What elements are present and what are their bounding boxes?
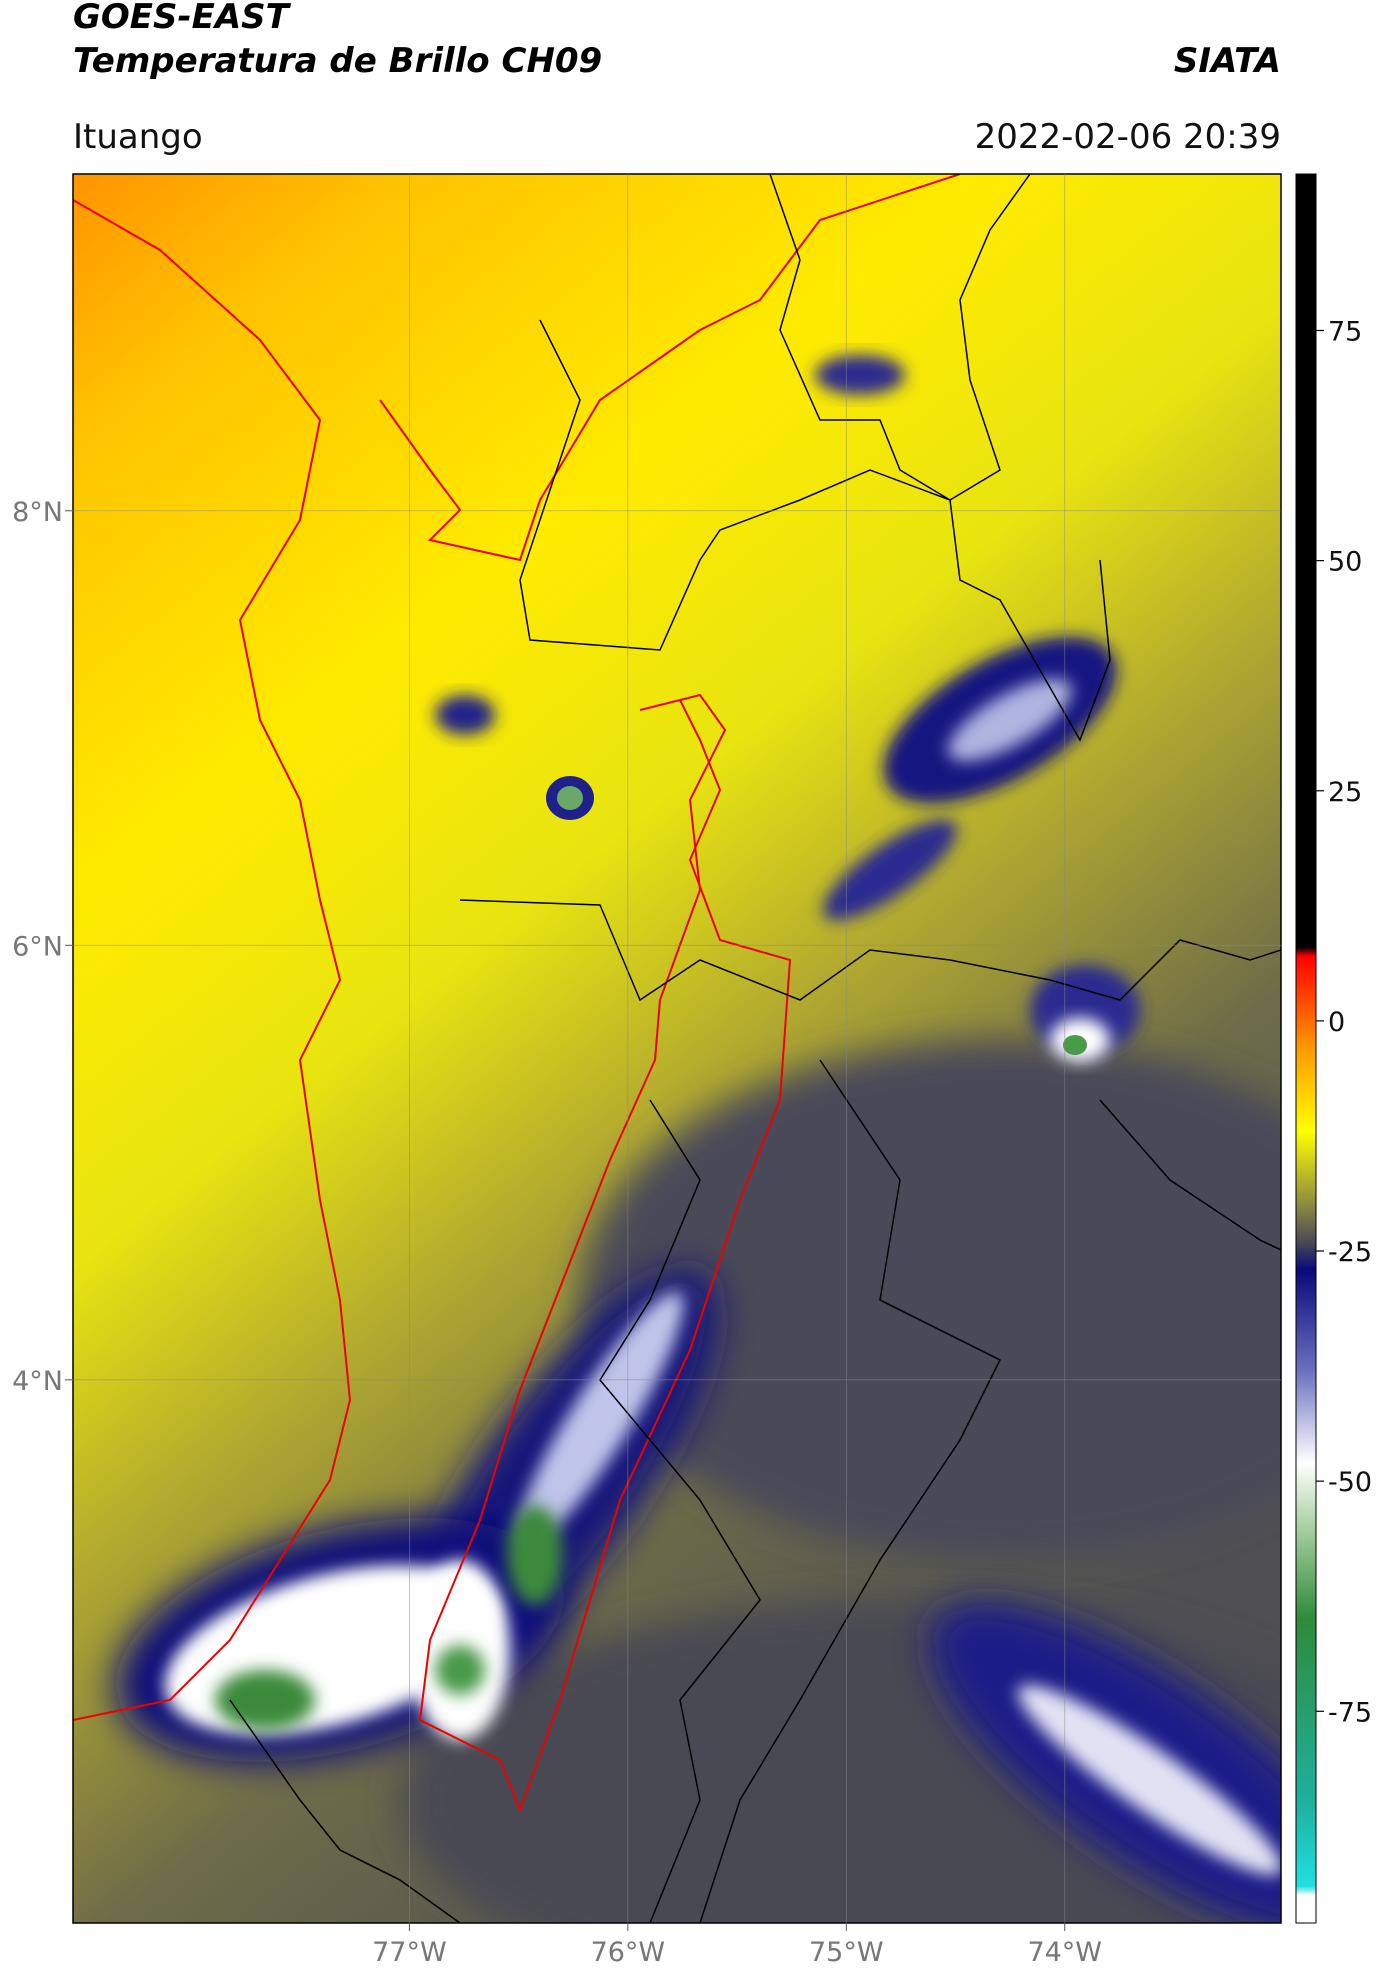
cloud-white <box>1017 1684 1281 1876</box>
admin-boundary <box>519 319 1111 742</box>
colorbar-tick-label: 0 <box>1328 1007 1345 1038</box>
admin-boundary <box>459 899 1281 1002</box>
cloud-green <box>1063 1035 1087 1055</box>
admin-boundary <box>229 1699 461 1923</box>
satellite-title: GOES-EAST <box>73 0 292 37</box>
cloud-green <box>557 786 583 810</box>
colorbar-tick-label: 50 <box>1328 547 1362 578</box>
coastline <box>379 174 961 562</box>
graticule <box>65 174 1281 1931</box>
admin-boundary <box>769 174 1031 501</box>
coastline <box>73 199 352 1721</box>
cloud-white <box>516 1291 684 1549</box>
cloud-blue <box>435 695 495 735</box>
map-area <box>73 174 1281 1923</box>
institution: SIATA <box>1174 41 1281 81</box>
cloud-green <box>435 1645 485 1695</box>
y-tick-label: 6°N <box>12 931 63 962</box>
admin-boundary <box>699 1059 1002 1923</box>
x-tick-label: 76°W <box>591 1937 666 1968</box>
admin-boundary <box>599 1099 761 1923</box>
admin-boundary <box>1099 1099 1281 1251</box>
x-tick-label: 75°W <box>809 1937 884 1968</box>
colorbar-tick-label: 75 <box>1328 316 1362 347</box>
cloud-white <box>948 678 1072 762</box>
map-frame <box>72 173 1282 1924</box>
x-tick-label: 77°W <box>372 1937 447 1968</box>
product-title: Temperatura de Brillo CH09 <box>73 41 602 81</box>
region-boundary <box>418 693 792 1813</box>
colorbar-tick-label: -25 <box>1328 1237 1372 1268</box>
colorbar-tick-label: -75 <box>1328 1697 1372 1728</box>
cloud-dark <box>580 1040 1281 1560</box>
cloud-blue <box>822 819 958 921</box>
location: Ituango <box>73 117 203 157</box>
colorbar-tick-label: 25 <box>1328 777 1362 808</box>
datetime: 2022-02-06 20:39 <box>975 117 1281 157</box>
colorbar <box>1295 173 1317 1924</box>
cloud-blue <box>815 355 905 395</box>
colorbar-tick-label: -50 <box>1328 1467 1372 1498</box>
y-tick-label: 8°N <box>12 497 63 528</box>
y-tick-label: 4°N <box>12 1366 63 1397</box>
cloud-green <box>507 1505 563 1605</box>
x-tick-label: 74°W <box>1027 1937 1102 1968</box>
